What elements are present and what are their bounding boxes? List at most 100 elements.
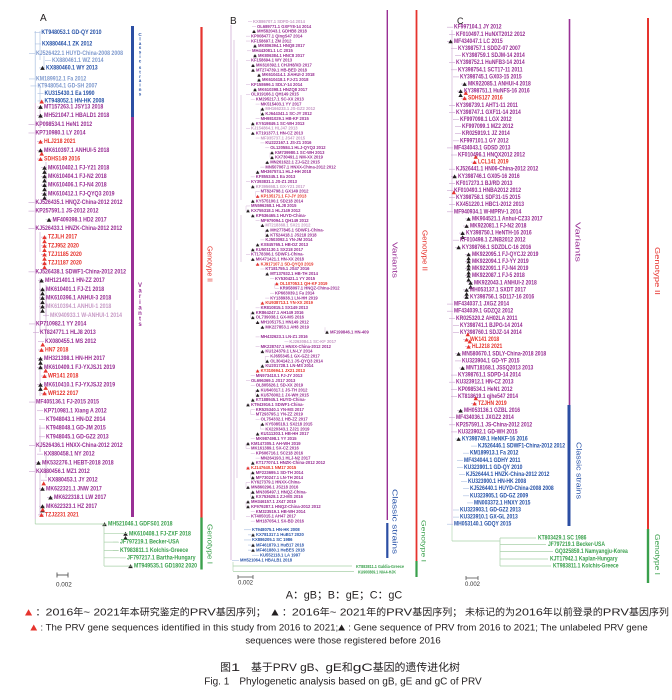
svg-text:KY398761.1 SDPD-14 2014: KY398761.1 SDPD-14 2014 — [458, 373, 521, 379]
svg-text:KM739980.1 SC-WH 2013: KM739980.1 SC-WH 2013 — [275, 150, 325, 155]
svg-text:~ 2021: ~ 2021 — [330, 608, 367, 619]
svg-text:a: a — [139, 41, 142, 46]
svg-text:KY398756.1 SD117-16 2016: KY398756.1 SD117-16 2016 — [470, 295, 535, 301]
svg-text:OL304142.1 JS-QYQ3 2014: OL304142.1 JS-QYQ3 2014 — [270, 358, 323, 363]
svg-text:MH166233.1 JS-GZ2 2012: MH166233.1 JS-GZ2 2012 — [265, 106, 315, 111]
svg-text:MH521064.1 HBALB1 2018: MH521064.1 HBALB1 2018 — [240, 558, 293, 563]
svg-text:MK610410.1 FJ-YXJSJ2 2019: MK610410.1 FJ-YXJSJ2 2019 — [44, 381, 116, 388]
svg-text:HLJ218 2021: HLJ218 2021 — [472, 344, 503, 350]
svg-text:MF223695.1 SD-TH 2014: MF223695.1 SD-TH 2014 — [256, 470, 304, 475]
svg-text:MK610397.1 ANHUI-5 2018: MK610397.1 ANHUI-5 2018 — [44, 147, 110, 154]
svg-text:MK610398.1 HNZQ8 2017: MK610398.1 HNZQ8 2017 — [258, 87, 308, 92]
svg-text:c: c — [139, 58, 142, 63]
svg-text:KY398752.1 HuNFB3-14 2014: KY398752.1 HuNFB3-14 2014 — [456, 60, 525, 66]
svg-text:MF434044.1 GDHY 2011: MF434044.1 GDHY 2011 — [464, 458, 521, 464]
svg-text:KX886205.1 SC 1986: KX886205.1 SC 1986 — [252, 537, 293, 542]
svg-text:i: i — [139, 300, 141, 306]
svg-text:MK922091.1 FJ-N4 2019: MK922091.1 FJ-N4 2019 — [472, 266, 529, 272]
svg-text:KX220343.1 ZJ21 2019: KX220343.1 ZJ21 2019 — [265, 426, 310, 431]
svg-text:MH053136.1 GZBL 2016: MH053136.1 GZBL 2016 — [464, 408, 521, 414]
svg-text:PRV: PRV — [386, 608, 413, 619]
svg-text:KT948075.1 HN-HK 2008: KT948075.1 HN-HK 2008 — [252, 527, 300, 532]
svg-text:MK610418.1 FJ-Z1 2018: MK610418.1 FJ-Z1 2018 — [262, 77, 309, 82]
svg-text:KM189912.1 Fa 2012: KM189912.1 Fa 2012 — [36, 76, 87, 83]
svg-text:KP710980.1 LY 2014: KP710980.1 LY 2014 — [36, 130, 86, 137]
svg-text:OL689771.1 GXFY8-14 2014: OL689771.1 GXFY8-14 2014 — [257, 24, 312, 29]
svg-text:MK806394.1 HNQ8 2017: MK806394.1 HNQ8 2017 — [258, 43, 305, 48]
svg-text:TZJHN 2019: TZJHN 2019 — [478, 401, 507, 407]
svg-text:KU323902.1 GD-WH 2015: KU323902.1 GD-WH 2015 — [458, 429, 518, 435]
svg-text:KJ655345.1 GX-GZ2 2017: KJ655345.1 GX-GZ2 2017 — [270, 354, 320, 359]
svg-text:TZJ952 2020: TZJ952 2020 — [48, 242, 79, 249]
svg-text:KP536465.1 HUYD-China-: KP536465.1 HUYD-China- — [256, 213, 307, 218]
svg-text:s: s — [139, 45, 142, 50]
svg-text:MT293795.1 YN-ZZ 2019: MT293795.1 YN-ZZ 2019 — [256, 412, 304, 417]
svg-text:KY575100.1 SD218 2014: KY575100.1 SD218 2014 — [256, 198, 304, 203]
svg-text:MH105175.1 HN149 2012: MH105175.1 HN149 2012 — [261, 320, 310, 325]
svg-text:KY398758.1 SDF31-15 2015: KY398758.1 SDF31-15 2015 — [456, 195, 521, 201]
svg-text:KX781317.1 HuB17 2020: KX781317.1 HuB17 2020 — [256, 532, 304, 537]
svg-text:KY398739.1 AHT1-11 2011: KY398739.1 AHT1-11 2011 — [456, 103, 519, 109]
svg-text:KJ263084.1 SC-KF 2017: KJ263084.1 SC-KF 2017 — [289, 339, 336, 344]
svg-text:KJT17942.1 Kaplan-Hungary: KJT17942.1 Kaplan-Hungary — [550, 557, 618, 563]
svg-text:2016: 2016 — [292, 608, 320, 619]
svg-text:KT178306.1 SDWF1-China-: KT178306.1 SDWF1-China- — [251, 252, 304, 257]
svg-text:C: C — [370, 590, 378, 602]
svg-text:KX753628.1 ZJ-MS 2016: KX753628.1 ZJ-MS 2016 — [256, 494, 304, 499]
svg-text:KT883811.1 Galdia-Greece: KT883811.1 Galdia-Greece — [356, 564, 404, 569]
svg-text:MN973410.1 FJ-JY 2013: MN973410.1 FJ-JY 2013 — [256, 373, 303, 378]
svg-text:JF797219.1 Becker-USA: JF797219.1 Becker-USA — [548, 542, 606, 548]
svg-text:a: a — [138, 305, 142, 311]
svg-text:TZJLH 2017: TZJLH 2017 — [48, 234, 78, 241]
svg-text:TZJ1185 2020: TZJ1185 2020 — [48, 251, 82, 258]
svg-text:KX886707.1 SDFD-14 2014: KX886707.1 SDFD-14 2014 — [253, 19, 305, 24]
svg-text:HLJ218 2021: HLJ218 2021 — [44, 138, 76, 145]
svg-text:PRV: PRV — [190, 608, 217, 619]
svg-text:KX880456.1 MZ1 2012: KX880456.1 MZ1 2012 — [36, 468, 90, 475]
svg-text:MK922087.1 FJ-5 2018: MK922087.1 FJ-5 2018 — [472, 273, 525, 279]
svg-text:r: r — [139, 74, 141, 79]
svg-text:OL739038.1 GX-MS 2016: OL739038.1 GX-MS 2016 — [256, 315, 305, 320]
svg-text:KF158696.1 SDLY-14 2014: KF158696.1 SDLY-14 2014 — [251, 82, 303, 87]
svg-text:MK610408.1 FJ-ZXF 2018: MK610408.1 FJ-ZXF 2018 — [129, 530, 191, 537]
svg-text:MH521046.1 GDFS01 2018: MH521046.1 GDFS01 2018 — [108, 521, 173, 528]
svg-text:KU323900.1 HN-HK 2008: KU323900.1 HN-HK 2008 — [468, 479, 527, 485]
svg-text:KP257591.1 JS-2012 2012: KP257591.1 JS-2012 2012 — [36, 208, 99, 215]
svg-text:KP257591.1 JS-China-2012 2012: KP257591.1 JS-China-2012 2012 — [456, 422, 533, 428]
svg-text:gE: gE — [325, 662, 341, 674]
svg-text:KX880453.1 JY 2012: KX880453.1 JY 2012 — [48, 477, 98, 484]
svg-text:KY398754.1 SCT17-11 2011: KY398754.1 SCT17-11 2011 — [458, 67, 523, 73]
svg-text:MF434039.1 GDZQ2 2012: MF434039.1 GDZQ2 2012 — [454, 309, 514, 315]
svg-text:MN596268.1 HLJ8 2015: MN596268.1 HLJ8 2015 — [251, 203, 297, 208]
svg-text:gC: gC — [353, 662, 373, 674]
svg-text:MK940933.1 W-ANHUI-1 2014: MK940933.1 W-ANHUI-1 2014 — [50, 312, 122, 319]
svg-text:KJ526433.1 HNZK-China-2012 201: KJ526433.1 HNZK-China-2012 2012 — [36, 225, 123, 232]
svg-text:KU323904.1 GD-YF 2015: KU323904.1 GD-YF 2015 — [462, 358, 520, 364]
svg-text:KU640317.1 JS-TH 2012: KU640317.1 JS-TH 2012 — [261, 388, 308, 393]
svg-text:0.002: 0.002 — [465, 582, 481, 588]
svg-text:WR141 2018: WR141 2018 — [48, 373, 79, 380]
svg-text:KR810815.1 SX149 2013: KR810815.1 SX149 2013 — [261, 305, 309, 310]
svg-text:KJ526441.1 HN06-China-2012 201: KJ526441.1 HN06-China-2012 2012 — [456, 167, 539, 173]
svg-text:MH187054.1 SX-BD 2016: MH187054.1 SX-BD 2016 — [256, 518, 305, 523]
svg-text:KT943916.1 SDWF1-China-: KT943916.1 SDWF1-China- — [251, 402, 304, 407]
svg-text:KT948052.1 HN-HK 2008: KT948052.1 HN-HK 2008 — [45, 98, 105, 105]
svg-text:KM147305.1 AH-WH 2019: KM147305.1 AH-WH 2019 — [251, 441, 301, 446]
svg-text:C: C — [138, 32, 142, 37]
svg-text:s: s — [138, 322, 142, 328]
svg-text:gE: gE — [346, 590, 359, 602]
svg-text:KX451220.1 HBC1-2012 2013: KX451220.1 HBC1-2012 2013 — [456, 202, 525, 208]
svg-text:KT188945.1 HUYD-China-: KT188945.1 HUYD-China- — [256, 397, 307, 402]
svg-text:Genotype I: Genotype I — [653, 534, 662, 575]
svg-text:MK161389.1 SX-CZ 2016: MK161389.1 SX-CZ 2016 — [251, 446, 299, 451]
svg-text:KM189913.1 Fa 2012: KM189913.1 Fa 2012 — [470, 451, 519, 457]
svg-text:KY398747.1 GXF11-14 2014: KY398747.1 GXF11-14 2014 — [456, 110, 521, 116]
svg-text:LCL141 2019: LCL141 2019 — [478, 160, 509, 166]
svg-text:KF010493.1 HNBA2012 2012: KF010493.1 HNBA2012 2012 — [454, 188, 522, 194]
svg-text:KF010498.1 ZJNB2012 2012: KF010498.1 ZJNB2012 2012 — [460, 238, 526, 244]
svg-text:PRV: PRV — [603, 608, 630, 619]
svg-text:r: r — [139, 294, 142, 300]
svg-text:KX845765.1 HB-DZ 2013: KX845765.1 HB-DZ 2013 — [261, 242, 309, 247]
svg-text:: The PRV gene sequences ident: : The PRV gene sequences identified in t… — [40, 623, 338, 634]
svg-text:gC: gC — [388, 590, 402, 602]
